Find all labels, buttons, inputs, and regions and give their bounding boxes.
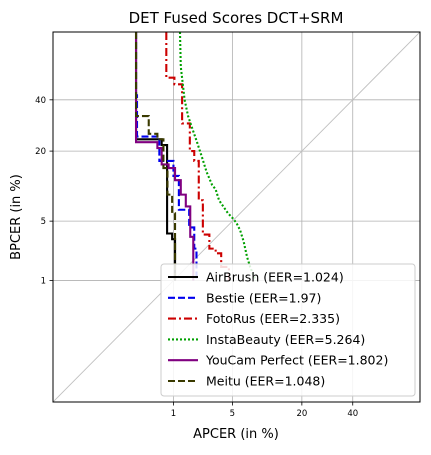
legend-label-instabeauty: InstaBeauty (EER=5.264) [206, 332, 365, 347]
y-axis-label: BPCER (in %) [9, 174, 24, 260]
legend-label-meitu: Meitu (EER=1.048) [206, 374, 325, 389]
series-line-youcam-perfect [134, 32, 195, 281]
legend-label-airbrush: AirBrush (EER=1.024) [206, 270, 344, 285]
legend-frame [160, 263, 416, 397]
x-tick-label: 1 [171, 409, 176, 419]
y-tick-label: 1 [41, 277, 46, 287]
x-tick-label: 20 [296, 409, 307, 419]
equal-error-diagonal [53, 32, 420, 402]
legend-label-fotorus: FotoRus (EER=2.335) [206, 311, 340, 326]
y-tick-label: 20 [35, 147, 46, 157]
legend-label-bestie: Bestie (EER=1.97) [206, 290, 321, 305]
series-line-meitu [134, 32, 177, 281]
x-tick-label: 5 [230, 409, 235, 419]
chart-title: DET Fused Scores DCT+SRM [129, 9, 344, 27]
x-axis-label: APCER (in %) [193, 427, 279, 442]
y-tick-label: 40 [35, 96, 46, 106]
series-line-instabeauty [178, 32, 257, 282]
series-line-fotorus [165, 32, 230, 281]
y-tick-label: 5 [41, 217, 46, 227]
legend: AirBrush (EER=1.024) Bestie (EER=1.97) Fot… [160, 263, 416, 397]
series-line-airbrush [134, 32, 177, 281]
legend-label-youcam-perfect: YouCam Perfect (EER=1.802) [205, 353, 388, 368]
plot-frame [52, 31, 421, 403]
x-tick-label: 40 [347, 409, 358, 419]
